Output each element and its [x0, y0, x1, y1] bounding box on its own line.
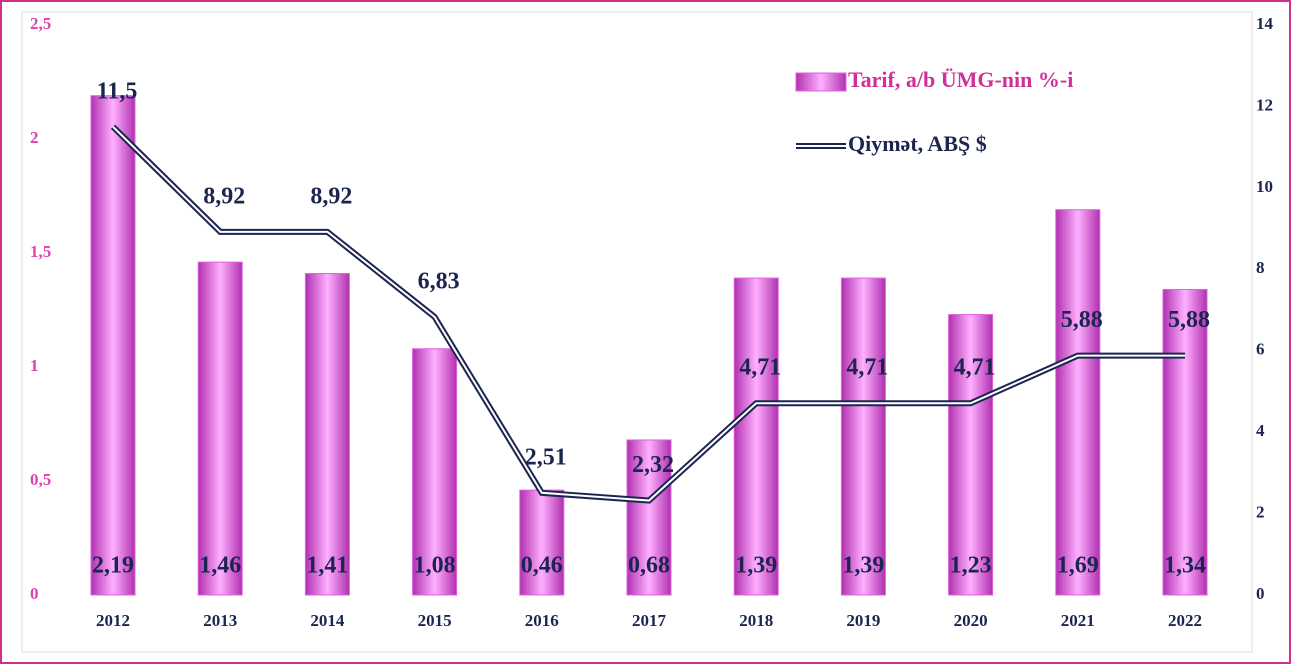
x-tick-label: 2016 [525, 611, 559, 630]
y2-tick-label: 10 [1256, 177, 1273, 196]
line-value-label: 8,92 [203, 183, 245, 209]
line-value-label: 5,88 [1168, 307, 1210, 333]
bar-value-label: 1,39 [842, 553, 884, 579]
bar [840, 277, 886, 596]
legend-label: Tarif, a/b ÜMG-nin %-i [848, 67, 1073, 92]
line-value-label: 2,32 [632, 452, 674, 478]
bar [304, 273, 350, 596]
line-highlight [112, 126, 1185, 502]
plot-frame [21, 11, 1253, 653]
bar-value-label: 2,19 [92, 553, 134, 579]
bar [412, 348, 458, 596]
bar [519, 489, 565, 596]
legend-label: Qiymət, ABŞ $ [848, 131, 987, 156]
line-value-label: 8,92 [310, 183, 352, 209]
x-tick-label: 2014 [310, 611, 345, 630]
x-tick-label: 2012 [96, 611, 130, 630]
bar-value-label: 0,46 [521, 553, 563, 579]
bar [1055, 209, 1101, 596]
y2-tick-label: 0 [1256, 584, 1265, 603]
bar-value-label: 1,39 [735, 553, 777, 579]
bar [90, 95, 136, 596]
x-tick-label: 2022 [1168, 611, 1202, 630]
line-value-label: 4,71 [739, 355, 781, 381]
x-tick-label: 2013 [203, 611, 237, 630]
x-tick-label: 2018 [739, 611, 773, 630]
bar [197, 261, 243, 596]
x-tick-label: 2020 [954, 611, 988, 630]
bar-value-label: 0,68 [628, 553, 670, 579]
bar [733, 277, 779, 596]
bar [948, 314, 994, 596]
bar [1162, 288, 1208, 596]
y-tick-label: 1 [30, 356, 39, 375]
x-tick-label: 2017 [632, 611, 667, 630]
y-tick-label: 0 [30, 584, 39, 603]
y-tick-label: 0,5 [30, 470, 51, 489]
bar-value-label: 1,69 [1057, 553, 1099, 579]
y2-tick-label: 4 [1256, 421, 1265, 440]
y2-tick-label: 14 [1256, 14, 1274, 33]
y-tick-label: 1,5 [30, 242, 51, 261]
x-tick-label: 2019 [846, 611, 880, 630]
y2-tick-label: 6 [1256, 340, 1265, 359]
bar-value-label: 1,08 [414, 553, 456, 579]
y2-tick-label: 2 [1256, 502, 1265, 521]
y-tick-label: 2 [30, 128, 39, 147]
bar-value-label: 1,34 [1164, 553, 1206, 579]
bar-value-label: 1,23 [950, 553, 992, 579]
bar [626, 439, 672, 596]
line-value-label: 2,51 [525, 444, 567, 470]
line-value-label: 4,71 [954, 355, 996, 381]
y2-tick-label: 8 [1256, 258, 1265, 277]
legend-swatch [795, 72, 847, 92]
y-tick-label: 2,5 [30, 14, 51, 33]
line-value-label: 11,5 [97, 78, 138, 104]
bar-value-label: 1,41 [306, 553, 348, 579]
line-value-label: 4,71 [846, 355, 888, 381]
bar-value-label: 1,46 [199, 553, 241, 579]
y2-tick-label: 12 [1256, 95, 1273, 114]
line-value-label: 6,83 [418, 268, 460, 294]
line-value-label: 5,88 [1061, 307, 1103, 333]
x-tick-label: 2021 [1061, 611, 1095, 630]
x-tick-label: 2015 [418, 611, 452, 630]
